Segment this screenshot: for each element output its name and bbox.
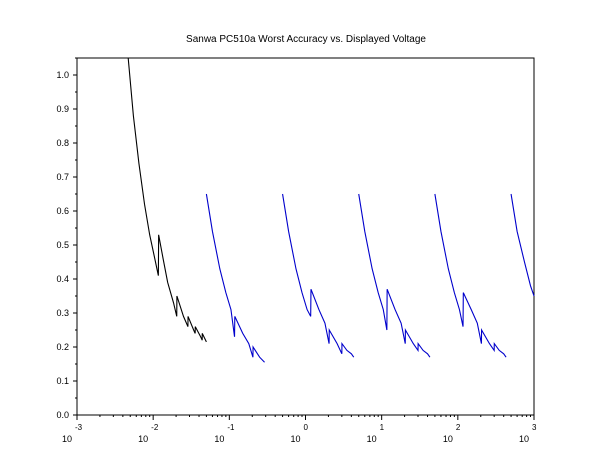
series-line-2 bbox=[205, 193, 265, 363]
y-tick-label: 0.4 bbox=[56, 274, 69, 284]
x-tick-base-label: 10 bbox=[214, 434, 224, 444]
series-group bbox=[127, 57, 535, 363]
x-tick-exponent-label: 1 bbox=[380, 423, 385, 432]
y-tick-label: 0.0 bbox=[56, 410, 69, 420]
x-tick-base-label: 10 bbox=[138, 434, 148, 444]
y-axis: 0.0 0.1 0.2 0.3 0.4 0.5 0.6 0.7 0.8 0.9 1.0 bbox=[56, 57, 77, 420]
x-tick-base-label: 10 bbox=[62, 434, 72, 444]
x-tick-exponent-label: -3 bbox=[75, 423, 83, 432]
series-line-3 bbox=[282, 193, 355, 358]
y-tick-label: 0.3 bbox=[56, 308, 69, 318]
x-tick-exponent-label: -1 bbox=[227, 423, 235, 432]
y-tick-label: 0.6 bbox=[56, 206, 69, 216]
series-line-4 bbox=[358, 193, 431, 358]
x-tick-exponent-label: 3 bbox=[532, 423, 537, 432]
x-tick-base-label: 10 bbox=[519, 434, 529, 444]
y-tick-label: 1.0 bbox=[56, 70, 69, 80]
series-line-1 bbox=[127, 57, 207, 343]
x-tick-exponent-label: 0 bbox=[304, 423, 309, 432]
y-tick-label: 0.5 bbox=[56, 240, 69, 250]
series-line-5 bbox=[434, 193, 507, 358]
x-tick-base-label: 10 bbox=[290, 434, 300, 444]
y-tick-label: 0.8 bbox=[56, 138, 69, 148]
x-tick-base-label: 10 bbox=[443, 434, 453, 444]
plot-frame bbox=[76, 57, 535, 416]
y-tick-label: 0.2 bbox=[56, 342, 69, 352]
x-tick-exponent-label: -2 bbox=[151, 423, 159, 432]
y-tick-label: 0.7 bbox=[56, 172, 69, 182]
chart-title: Sanwa PC510a Worst Accuracy vs. Displaye… bbox=[186, 34, 426, 45]
y-tick-label: 0.1 bbox=[56, 376, 69, 386]
y-tick-label: 0.9 bbox=[56, 104, 69, 114]
series-line-6 bbox=[510, 193, 535, 297]
x-tick-base-label: 10 bbox=[367, 434, 377, 444]
x-tick-exponent-label: 2 bbox=[456, 423, 461, 432]
